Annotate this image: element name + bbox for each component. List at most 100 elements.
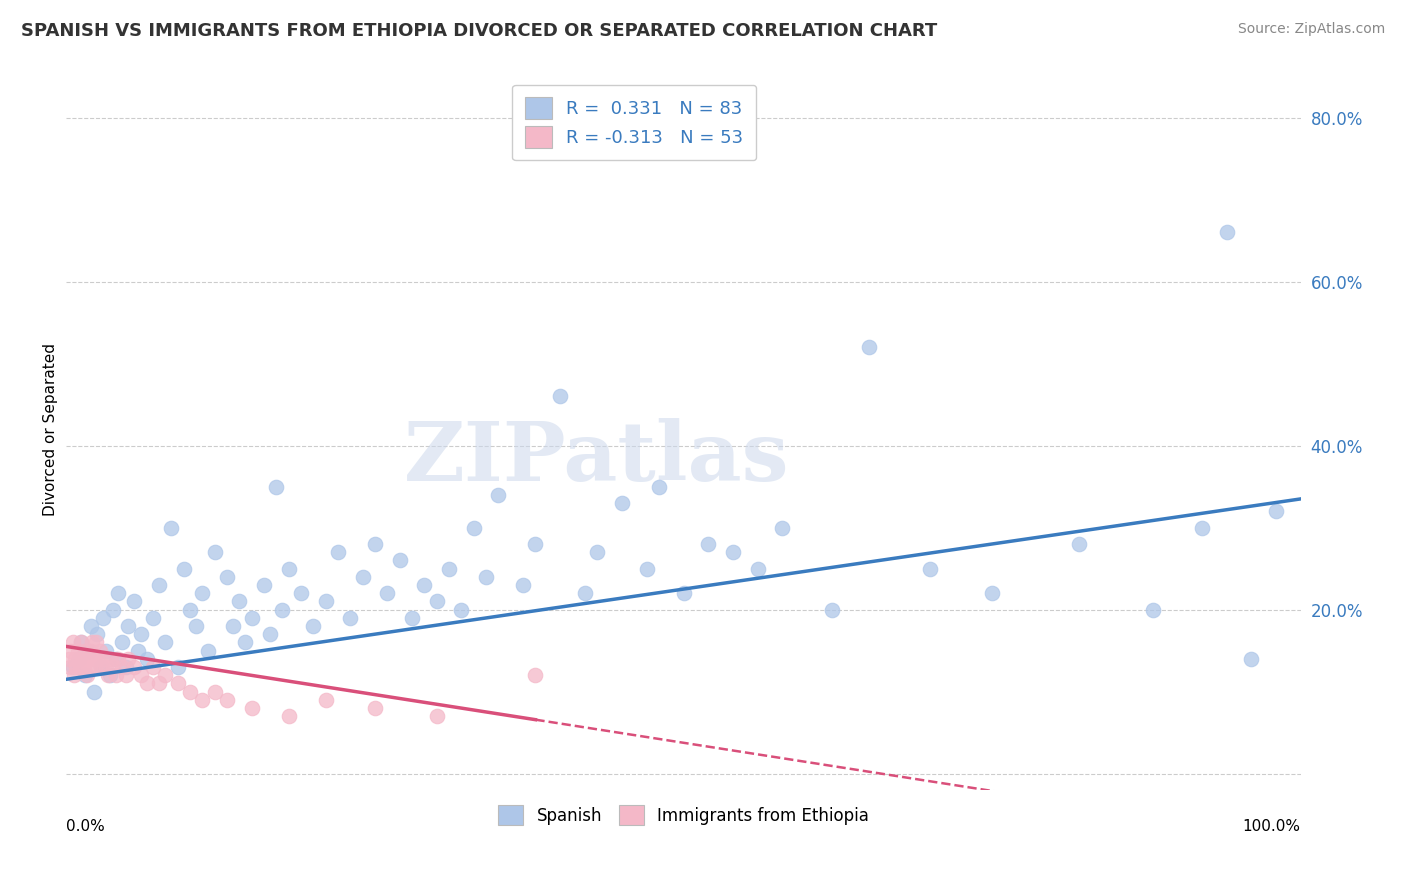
Point bbox=[747, 561, 769, 575]
Point bbox=[166, 676, 188, 690]
Point bbox=[86, 627, 108, 641]
Point bbox=[104, 652, 127, 666]
Point bbox=[253, 578, 276, 592]
Point bbox=[179, 602, 201, 616]
Point bbox=[153, 635, 176, 649]
Point bbox=[97, 668, 120, 682]
Point bbox=[94, 660, 117, 674]
Point bbox=[73, 660, 96, 674]
Point bbox=[364, 701, 387, 715]
Point bbox=[117, 619, 139, 633]
Point bbox=[858, 340, 880, 354]
Point bbox=[160, 520, 183, 534]
Point bbox=[124, 660, 146, 674]
Point bbox=[364, 537, 387, 551]
Point bbox=[290, 586, 312, 600]
Point bbox=[148, 578, 170, 592]
Point bbox=[107, 652, 129, 666]
Point bbox=[215, 570, 238, 584]
Point bbox=[375, 586, 398, 600]
Text: 0.0%: 0.0% bbox=[66, 819, 105, 834]
Point bbox=[1067, 537, 1090, 551]
Point bbox=[129, 627, 152, 641]
Point bbox=[83, 684, 105, 698]
Point bbox=[135, 676, 157, 690]
Point bbox=[821, 602, 844, 616]
Point bbox=[235, 635, 257, 649]
Point bbox=[437, 561, 460, 575]
Point bbox=[636, 561, 658, 575]
Point bbox=[1240, 652, 1263, 666]
Point bbox=[475, 570, 498, 584]
Point bbox=[76, 668, 98, 682]
Point bbox=[124, 594, 146, 608]
Point bbox=[191, 692, 214, 706]
Point bbox=[524, 668, 547, 682]
Point bbox=[66, 643, 89, 657]
Point bbox=[277, 709, 299, 723]
Point bbox=[103, 602, 125, 616]
Point bbox=[111, 635, 134, 649]
Point bbox=[524, 537, 547, 551]
Point bbox=[98, 668, 121, 682]
Point bbox=[90, 660, 112, 674]
Point bbox=[413, 578, 436, 592]
Point bbox=[302, 619, 325, 633]
Point bbox=[173, 561, 195, 575]
Point bbox=[648, 480, 671, 494]
Point bbox=[463, 520, 485, 534]
Point bbox=[67, 652, 90, 666]
Y-axis label: Divorced or Separated: Divorced or Separated bbox=[44, 343, 58, 516]
Point bbox=[153, 668, 176, 682]
Point bbox=[84, 635, 107, 649]
Point bbox=[352, 570, 374, 584]
Point bbox=[142, 611, 165, 625]
Point bbox=[83, 660, 105, 674]
Text: 100.0%: 100.0% bbox=[1243, 819, 1301, 834]
Point bbox=[1215, 226, 1237, 240]
Text: ZIPatlas: ZIPatlas bbox=[405, 418, 790, 498]
Point bbox=[94, 643, 117, 657]
Point bbox=[166, 660, 188, 674]
Point bbox=[259, 627, 281, 641]
Point bbox=[240, 611, 263, 625]
Point bbox=[60, 643, 83, 657]
Point bbox=[721, 545, 744, 559]
Text: SPANISH VS IMMIGRANTS FROM ETHIOPIA DIVORCED OR SEPARATED CORRELATION CHART: SPANISH VS IMMIGRANTS FROM ETHIOPIA DIVO… bbox=[21, 22, 938, 40]
Point bbox=[80, 619, 103, 633]
Point bbox=[770, 520, 793, 534]
Point bbox=[129, 668, 152, 682]
Point bbox=[107, 586, 129, 600]
Point bbox=[62, 635, 84, 649]
Point bbox=[114, 668, 136, 682]
Point bbox=[1265, 504, 1288, 518]
Point bbox=[184, 619, 207, 633]
Point bbox=[135, 652, 157, 666]
Point bbox=[326, 545, 349, 559]
Point bbox=[77, 643, 100, 657]
Point bbox=[114, 660, 136, 674]
Point bbox=[86, 652, 108, 666]
Point bbox=[228, 594, 250, 608]
Point bbox=[72, 652, 94, 666]
Point bbox=[271, 602, 294, 616]
Point bbox=[89, 643, 111, 657]
Point bbox=[148, 676, 170, 690]
Point bbox=[73, 668, 96, 682]
Point bbox=[672, 586, 695, 600]
Point bbox=[450, 602, 472, 616]
Point bbox=[315, 594, 337, 608]
Text: Source: ZipAtlas.com: Source: ZipAtlas.com bbox=[1237, 22, 1385, 37]
Point bbox=[67, 652, 90, 666]
Legend: Spanish, Immigrants from Ethiopia: Spanish, Immigrants from Ethiopia bbox=[492, 798, 876, 832]
Point bbox=[70, 635, 93, 649]
Point bbox=[70, 635, 93, 649]
Point bbox=[58, 652, 80, 666]
Point bbox=[1142, 602, 1164, 616]
Point bbox=[512, 578, 534, 592]
Point bbox=[197, 643, 219, 657]
Point bbox=[69, 660, 91, 674]
Point bbox=[191, 586, 214, 600]
Point bbox=[426, 709, 449, 723]
Point bbox=[486, 488, 509, 502]
